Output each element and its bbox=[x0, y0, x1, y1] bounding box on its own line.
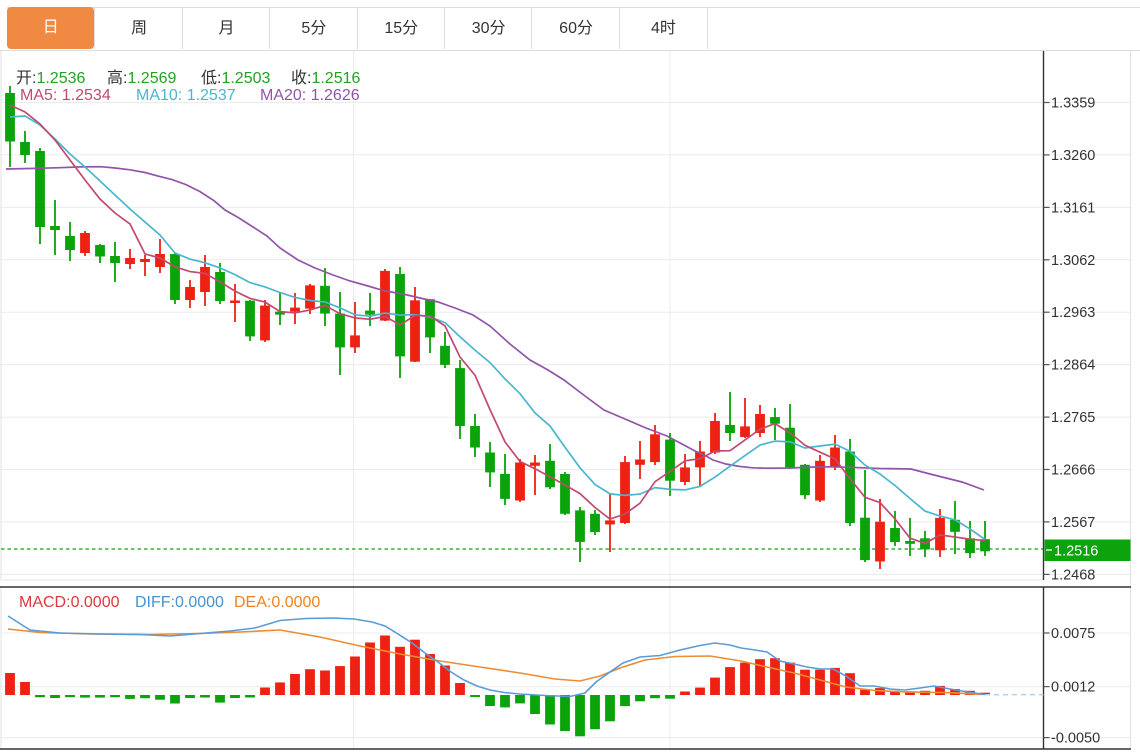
svg-text:-0.0050: -0.0050 bbox=[1051, 731, 1100, 747]
svg-text:1.2963: 1.2963 bbox=[1051, 305, 1095, 321]
svg-text:1.3161: 1.3161 bbox=[1051, 200, 1095, 216]
svg-text:1.2567: 1.2567 bbox=[1051, 515, 1095, 531]
svg-text:1.2468: 1.2468 bbox=[1051, 567, 1095, 583]
svg-text:0.0012: 0.0012 bbox=[1051, 680, 1095, 696]
svg-text:1.3062: 1.3062 bbox=[1051, 253, 1095, 269]
svg-text:1.2666: 1.2666 bbox=[1051, 463, 1095, 479]
svg-text:0.0075: 0.0075 bbox=[1051, 626, 1095, 642]
svg-text:1.2516: 1.2516 bbox=[1054, 544, 1098, 560]
svg-text:1.2765: 1.2765 bbox=[1051, 410, 1095, 426]
svg-text:1.3260: 1.3260 bbox=[1051, 148, 1095, 164]
svg-text:1.2864: 1.2864 bbox=[1051, 358, 1095, 374]
svg-text:1.3359: 1.3359 bbox=[1051, 96, 1095, 112]
